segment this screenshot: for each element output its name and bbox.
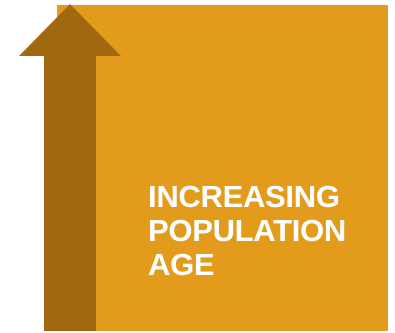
label-line-2: POPULATION	[148, 213, 346, 248]
label-line-3: AGE	[148, 247, 215, 282]
label-line-1: INCREASING	[148, 179, 340, 214]
arrow-shape	[19, 4, 121, 331]
diagram-label: INCREASING POPULATION AGE	[148, 180, 383, 282]
orange-block	[57, 5, 388, 331]
